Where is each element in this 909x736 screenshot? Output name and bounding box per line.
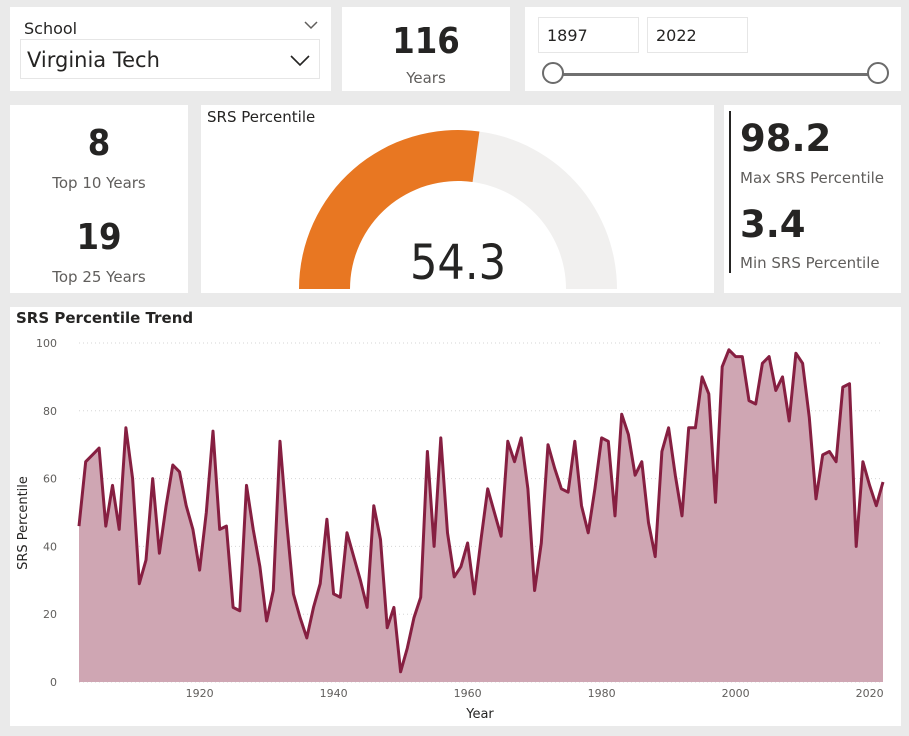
x-tick-label: 1920 xyxy=(186,687,214,700)
y-tick-label: 40 xyxy=(43,540,57,553)
gauge-value: 54.3 xyxy=(410,235,506,291)
school-dropdown-value: Virginia Tech xyxy=(27,48,160,72)
trend-chart-title: SRS Percentile Trend xyxy=(16,309,194,327)
srs-trend-chart: 0 20 40 60 80 100 1920 1940 1960 1980 2000 2020 SR… xyxy=(16,337,885,722)
gauge-title: SRS Percentile xyxy=(207,108,316,126)
years-value: 116 xyxy=(392,21,460,62)
srs-area xyxy=(79,349,883,682)
x-tick-label: 1940 xyxy=(320,687,348,700)
srs-gauge: 54.3 xyxy=(299,129,617,291)
top25-value: 19 xyxy=(76,217,122,258)
gauge-fill xyxy=(299,129,480,289)
chevron-down-icon[interactable] xyxy=(289,52,311,68)
y-tick-label: 0 xyxy=(50,676,57,689)
slicer-title: School xyxy=(24,19,78,38)
max-srs-label: Max SRS Percentile xyxy=(740,169,885,187)
slider-end-handle[interactable] xyxy=(867,62,889,84)
years-label: Years xyxy=(406,69,446,87)
min-srs-value: 3.4 xyxy=(740,203,806,246)
srs-gauge-card: SRS Percentile 54.3 xyxy=(201,105,714,293)
x-tick-label: 2000 xyxy=(722,687,750,700)
top25-label: Top 25 Years xyxy=(52,268,146,286)
x-tick-label: 1960 xyxy=(454,687,482,700)
y-tick-label: 80 xyxy=(43,405,57,418)
top-years-card: 8 Top 10 Years 19 Top 25 Years xyxy=(10,105,188,293)
max-srs-value: 98.2 xyxy=(740,117,832,160)
x-tick-label: 1980 xyxy=(588,687,616,700)
start-year-input[interactable]: 1897 xyxy=(538,17,639,53)
x-tick-label: 2020 xyxy=(856,687,884,700)
srs-line xyxy=(77,348,885,674)
y-tick-label: 20 xyxy=(43,608,57,621)
school-slicer-card: School Virginia Tech xyxy=(10,7,331,91)
year-slider-track[interactable] xyxy=(555,73,871,76)
kpi-accent-bar xyxy=(729,111,731,273)
school-dropdown[interactable]: Virginia Tech xyxy=(20,39,320,79)
end-year-input[interactable]: 2022 xyxy=(647,17,748,53)
minmax-card: 98.2 Max SRS Percentile 3.4 Min SRS Perc… xyxy=(724,105,901,293)
y-tick-label: 60 xyxy=(43,473,57,486)
y-tick-label: 100 xyxy=(36,337,57,350)
collapse-chevron-icon[interactable] xyxy=(303,19,319,31)
y-axis-label: SRS Percentile xyxy=(16,476,31,570)
trend-chart-card: SRS Percentile Trend 0 20 40 60 80 100 1920 19… xyxy=(10,307,901,726)
x-axis-label: Year xyxy=(465,707,494,722)
top10-label: Top 10 Years xyxy=(52,174,146,192)
years-card: 116 Years xyxy=(342,7,510,91)
top10-value: 8 xyxy=(87,123,111,164)
slider-start-handle[interactable] xyxy=(542,62,564,84)
min-srs-label: Min SRS Percentile xyxy=(740,254,880,272)
date-range-slicer: 1897 2022 xyxy=(525,7,901,91)
